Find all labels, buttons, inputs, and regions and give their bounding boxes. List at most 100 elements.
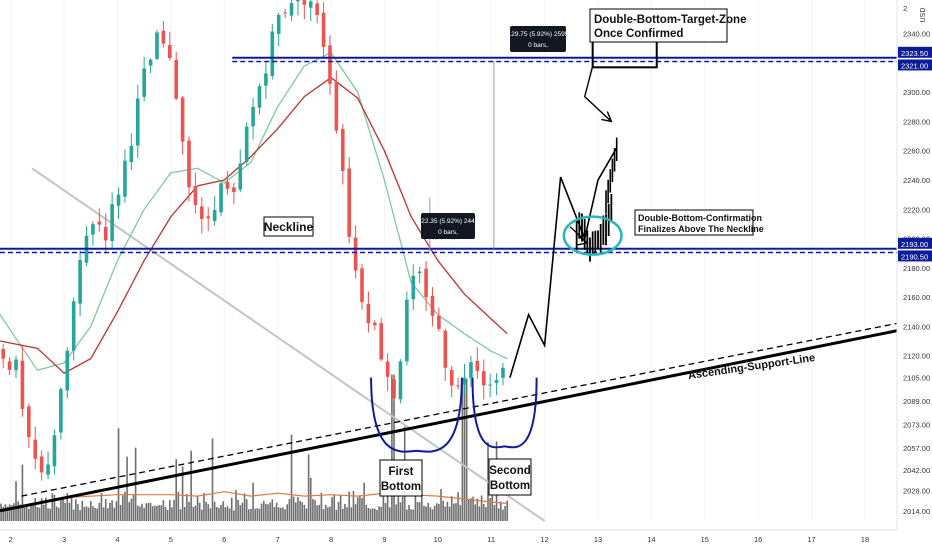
measure-upper-line2: 0 bars,	[528, 42, 548, 49]
price-tick-label: 2042.00	[903, 466, 930, 475]
time-tick-label: 10	[434, 535, 442, 544]
candle-body	[103, 226, 108, 241]
second-bottom-label-box	[488, 458, 532, 496]
candle-body	[123, 160, 127, 197]
candle-body	[360, 268, 364, 303]
candle-body	[33, 439, 38, 459]
price-tick-label: 2105.00	[903, 374, 930, 383]
candle-body	[167, 45, 172, 58]
confirmation-circle	[562, 215, 623, 256]
candle-body	[430, 295, 435, 316]
candle-body	[1, 349, 6, 359]
candle-body	[238, 163, 243, 190]
time-axis-background	[0, 530, 932, 550]
price-tick-label: 2280.00	[903, 117, 930, 126]
candles-layer	[1, 0, 505, 481]
time-tick-label: 4	[115, 535, 119, 544]
candle-body	[289, 3, 294, 16]
measure-upper-box	[510, 26, 566, 52]
candle-body	[206, 216, 211, 219]
time-tick-label: 11	[487, 535, 495, 544]
candle-body	[148, 59, 153, 66]
target-zone-label-line1: Double-Bottom-Target-Zone	[594, 14, 746, 26]
candle-body	[449, 369, 454, 386]
candle-body	[14, 359, 18, 371]
candle-body	[110, 204, 114, 242]
candle-body	[155, 32, 159, 59]
candle-body	[481, 371, 486, 386]
candle-body	[296, 0, 300, 2]
candle-body	[379, 323, 384, 360]
candle-body	[462, 377, 467, 385]
candle-body	[270, 31, 275, 76]
candle-body	[405, 299, 409, 362]
candle-body	[59, 389, 63, 433]
candle-body	[373, 322, 377, 326]
neckline-label: Neckline	[264, 220, 314, 234]
moving-average-layer	[0, 51, 508, 374]
candle-body	[180, 97, 185, 142]
candle-body	[78, 259, 82, 304]
candle-body	[251, 106, 255, 127]
first-bottom-label-box	[379, 459, 423, 497]
candle-body	[161, 30, 166, 44]
price-badge-label: 2321.00	[901, 61, 928, 70]
candle-body	[469, 362, 473, 378]
time-tick-label: 13	[594, 535, 602, 544]
confirmation-label-box	[634, 209, 754, 236]
second-bottom-label-line1: Second	[489, 465, 531, 477]
price-tick-label: 2089.00	[903, 397, 930, 406]
candle-body	[91, 224, 95, 235]
price-tick-partial: 2	[903, 4, 907, 13]
time-tick-label: 14	[647, 535, 655, 544]
second-bottom-arc	[471, 377, 538, 449]
candle-body	[334, 82, 339, 131]
price-tick-label: 2300.00	[903, 88, 930, 97]
candle-body	[392, 379, 396, 399]
candle-body	[52, 435, 57, 467]
time-tick-label: 9	[382, 535, 386, 544]
candle-body	[7, 361, 12, 370]
candle-body	[27, 406, 31, 438]
candle-body	[424, 268, 428, 298]
candle-body	[116, 194, 121, 206]
volume-average-line	[0, 491, 508, 512]
candle-body	[398, 361, 403, 400]
time-tick-label: 16	[754, 535, 762, 544]
candle-body	[340, 128, 345, 172]
first-bottom-label-line2: Bottom	[381, 481, 421, 493]
time-tick-label: 3	[62, 535, 66, 544]
candle-body	[475, 360, 480, 371]
candle-body	[308, 1, 313, 8]
candle-body	[193, 185, 198, 205]
time-tick-label: 7	[276, 535, 280, 544]
measure-lower-line1: 122.35 (5.92%) 2447	[418, 218, 479, 225]
time-tick-label: 12	[540, 535, 548, 544]
candle-body	[200, 206, 204, 219]
confirmation-label-line2: Finalizes Above The Neckline	[638, 224, 764, 234]
time-tick-label: 2	[9, 535, 13, 544]
candle-body	[257, 86, 262, 108]
candle-body	[501, 367, 505, 378]
target-zone-label-line2: Once Confirmed	[594, 28, 683, 40]
price-tick-label: 2260.00	[903, 147, 930, 156]
candle-body	[219, 183, 223, 213]
currency-label: USD	[920, 8, 927, 23]
volume-layer	[0, 374, 509, 521]
candle-body	[385, 361, 390, 377]
time-tick-label: 8	[329, 535, 333, 544]
target-arrow-head	[601, 111, 613, 123]
price-tick-label: 2160.00	[903, 293, 930, 302]
candle-body	[225, 181, 230, 189]
candle-body	[321, 12, 326, 48]
gray-trendline-layer	[31, 167, 546, 522]
price-tick-label: 2340.00	[903, 30, 930, 39]
candle-body	[264, 73, 268, 86]
candle-body	[20, 360, 25, 409]
levels-layer	[0, 56, 898, 513]
price-badge-label: 2323.50	[901, 49, 928, 58]
target-zone-box	[591, 38, 658, 69]
price-tick-label: 2120.00	[903, 352, 930, 361]
projection-path	[509, 147, 618, 378]
